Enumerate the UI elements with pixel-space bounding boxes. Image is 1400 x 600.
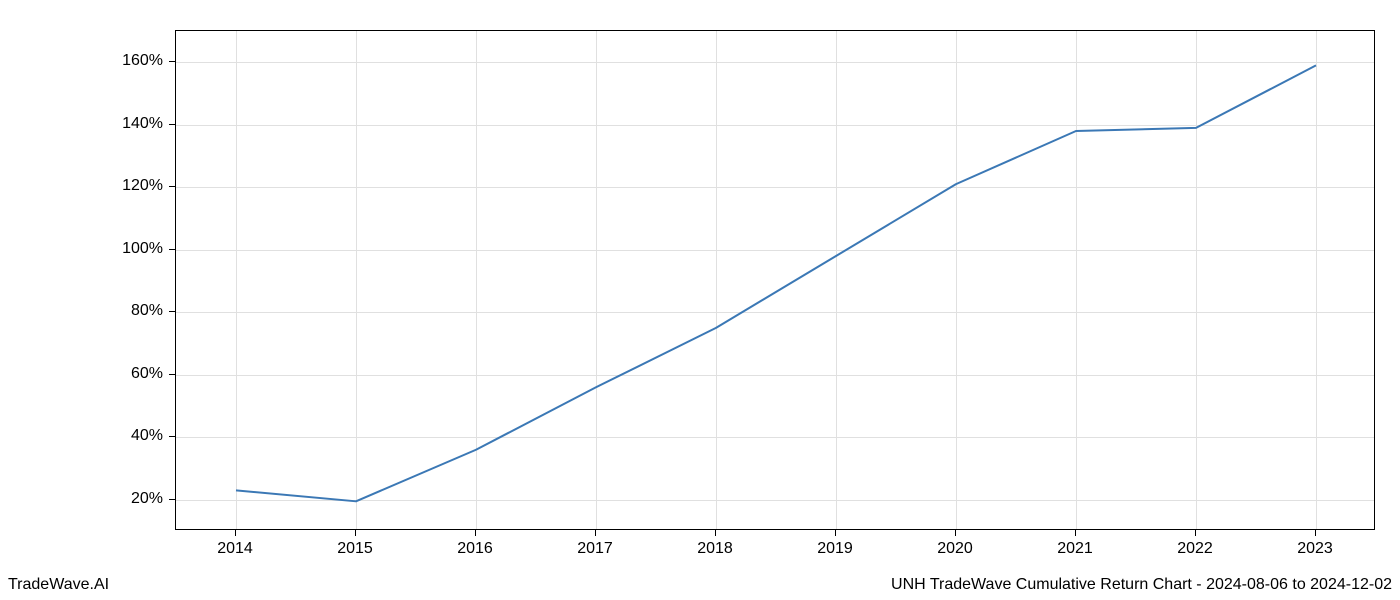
x-tick-mark [835,530,836,536]
y-tick-label: 140% [103,115,163,133]
grid-line-horizontal [176,375,1374,376]
x-tick-mark [1315,530,1316,536]
y-tick-label: 120% [103,177,163,195]
footer-right-label: UNH TradeWave Cumulative Return Chart - … [891,576,1392,594]
footer-left-label: TradeWave.AI [8,576,109,594]
x-tick-label: 2014 [217,540,253,558]
x-tick-mark [715,530,716,536]
x-tick-mark [355,530,356,536]
grid-line-horizontal [176,500,1374,501]
chart-container: TradeWave.AI UNH TradeWave Cumulative Re… [0,0,1400,600]
grid-line-horizontal [176,437,1374,438]
x-tick-label: 2022 [1177,540,1213,558]
plot-area [175,30,1375,530]
x-tick-mark [1195,530,1196,536]
grid-line-horizontal [176,62,1374,63]
x-tick-mark [475,530,476,536]
y-tick-label: 100% [103,240,163,258]
y-tick-mark [169,186,175,187]
x-tick-mark [235,530,236,536]
x-tick-mark [955,530,956,536]
y-tick-mark [169,124,175,125]
x-tick-label: 2021 [1057,540,1093,558]
x-tick-label: 2017 [577,540,613,558]
grid-line-horizontal [176,312,1374,313]
grid-line-vertical [836,31,837,529]
x-tick-mark [1075,530,1076,536]
grid-line-horizontal [176,250,1374,251]
cumulative-return-line [236,65,1316,501]
x-tick-label: 2016 [457,540,493,558]
y-tick-label: 20% [103,490,163,508]
y-tick-label: 60% [103,365,163,383]
grid-line-vertical [356,31,357,529]
grid-line-vertical [236,31,237,529]
grid-line-vertical [716,31,717,529]
grid-line-vertical [1196,31,1197,529]
y-tick-mark [169,249,175,250]
grid-line-vertical [1316,31,1317,529]
y-tick-label: 40% [103,427,163,445]
y-tick-mark [169,311,175,312]
y-tick-label: 80% [103,302,163,320]
x-tick-label: 2018 [697,540,733,558]
y-tick-label: 160% [103,52,163,70]
x-tick-label: 2023 [1297,540,1333,558]
x-tick-mark [595,530,596,536]
y-tick-mark [169,499,175,500]
x-tick-label: 2020 [937,540,973,558]
x-tick-label: 2015 [337,540,373,558]
grid-line-horizontal [176,125,1374,126]
y-tick-mark [169,374,175,375]
grid-line-horizontal [176,187,1374,188]
grid-line-vertical [956,31,957,529]
y-tick-mark [169,61,175,62]
grid-line-vertical [596,31,597,529]
grid-line-vertical [476,31,477,529]
y-tick-mark [169,436,175,437]
x-tick-label: 2019 [817,540,853,558]
grid-line-vertical [1076,31,1077,529]
